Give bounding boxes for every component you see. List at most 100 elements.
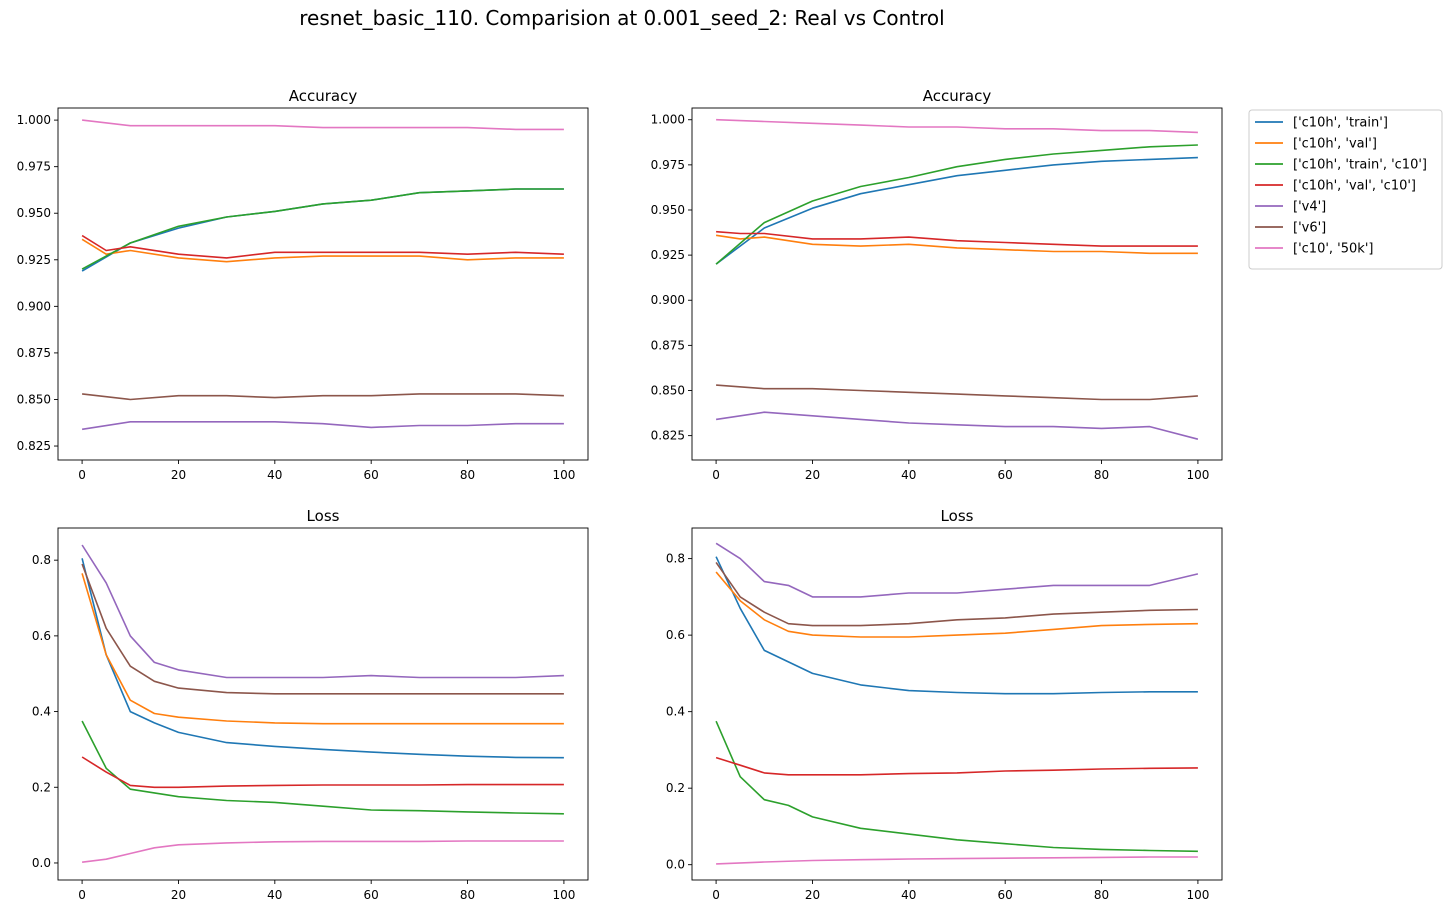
axes-frame [57, 527, 589, 881]
series-line-c10h-val-c10 [715, 756, 1198, 776]
y-tick-label: 0.2 [32, 780, 51, 794]
x-tick-label: 40 [901, 468, 916, 482]
subplot-3: Loss 0 20 40 60 80 100 0.0 0.2 0.4 0.6 0.8 [32, 507, 589, 902]
legend-label: ['c10', '50k'] [1293, 242, 1373, 257]
series-group [715, 542, 1199, 865]
x-tick-label: 100 [552, 888, 575, 902]
legend-label: ['v6'] [1293, 221, 1326, 236]
series-line-c10h-val-c10 [81, 234, 564, 259]
series-group [81, 119, 564, 431]
series-line-c10h-val-c10 [81, 756, 564, 789]
series-line-c10-50k [716, 118, 1198, 134]
subplot-title: Accuracy [289, 87, 358, 105]
y-tick-label: 0.850 [17, 392, 51, 406]
x-tick-label: 40 [901, 888, 916, 902]
y-tick-label: 0.8 [666, 552, 685, 566]
series-line-v6 [81, 563, 564, 695]
y-tick-label: 0.825 [651, 429, 685, 443]
subplot-1: Accuracy 0 20 40 60 80 100 0.825 0.850 0.875 0.900… [17, 87, 589, 482]
y-tick-label: 0.6 [666, 628, 685, 642]
series-line-c10-50k [82, 840, 564, 863]
series-line-c10h-val [715, 571, 1198, 638]
x-tick-label: 20 [805, 888, 820, 902]
y-tick-label: 0.0 [32, 856, 51, 870]
legend-label: ['c10h', 'val', 'c10'] [1293, 179, 1416, 194]
x-tick-label: 40 [267, 468, 282, 482]
y-tick-label: 0.4 [32, 705, 51, 719]
series-line-c10h-train-c10 [715, 144, 1198, 265]
y-tick-label: 0.975 [17, 160, 51, 174]
y-tick-label: 0.875 [17, 346, 51, 360]
x-tick-label: 60 [364, 888, 379, 902]
axes-frame [691, 107, 1223, 461]
series-line-c10-50k [716, 856, 1198, 865]
y-tick-label: 0.925 [17, 253, 51, 267]
x-tick-label: 80 [1094, 468, 1109, 482]
y-tick-label: 0.850 [651, 384, 685, 398]
x-tick-label: 0 [78, 468, 86, 482]
y-tick-label: 0.925 [651, 248, 685, 262]
legend: ['c10h', 'train'] ['c10h', 'val'] ['c10h',… [1248, 109, 1443, 270]
y-tick-label: 0.8 [32, 553, 51, 567]
series-line-c10-50k [82, 119, 564, 131]
series-line-v6 [716, 384, 1198, 401]
y-tick-label: 0.900 [651, 293, 685, 307]
x-tick-label: 0 [712, 888, 720, 902]
y-tick-label: 1.000 [17, 113, 51, 127]
subplot-title: Loss [307, 507, 340, 525]
subplot-4: Loss 0 20 40 60 80 100 0.0 0.2 0.4 0.6 0.8 [666, 507, 1223, 902]
figure-title: resnet_basic_110. Comparision at 0.001_s… [299, 6, 945, 30]
y-tick-label: 0.2 [666, 781, 685, 795]
series-line-v4 [715, 411, 1199, 440]
y-tick-label: 0.975 [651, 158, 685, 172]
y-tick-label: 0.950 [651, 203, 685, 217]
legend-label: ['c10h', 'val'] [1293, 137, 1377, 152]
series-line-v6 [82, 393, 564, 401]
x-tick-label: 20 [805, 468, 820, 482]
series-line-c10h-train-c10 [715, 720, 1198, 853]
y-tick-label: 0.825 [17, 439, 51, 453]
x-tick-label: 60 [998, 468, 1013, 482]
series-line-c10h-train [715, 156, 1198, 265]
subplot-title: Accuracy [923, 87, 992, 105]
series-line-v6 [715, 561, 1198, 627]
series-line-c10h-train [715, 556, 1198, 695]
y-tick-label: 0.875 [651, 338, 685, 352]
legend-label: ['v4'] [1293, 200, 1326, 215]
legend-label: ['c10h', 'train', 'c10'] [1293, 158, 1427, 173]
series-line-c10h-train [81, 558, 564, 759]
series-group [715, 118, 1199, 440]
subplot-2: Accuracy 0 20 40 60 80 100 0.825 0.850 0.875 0.900… [651, 87, 1223, 482]
y-tick-label: 0.6 [32, 629, 51, 643]
x-tick-label: 80 [460, 468, 475, 482]
x-tick-label: 100 [1186, 888, 1209, 902]
series-group [81, 544, 564, 863]
y-tick-label: 1.000 [651, 113, 685, 127]
y-tick-label: 0.0 [666, 858, 685, 872]
y-tick-label: 0.900 [17, 299, 51, 313]
series-line-c10h-val-c10 [716, 230, 1198, 247]
axes-frame [57, 107, 589, 461]
x-tick-label: 100 [1186, 468, 1209, 482]
y-tick-label: 0.950 [17, 206, 51, 220]
x-tick-label: 100 [552, 468, 575, 482]
series-line-c10h-train-c10 [81, 720, 564, 815]
x-tick-label: 0 [712, 468, 720, 482]
x-tick-label: 0 [78, 888, 86, 902]
subplot-title: Loss [941, 507, 974, 525]
x-tick-label: 60 [364, 468, 379, 482]
series-line-c10h-train-c10 [81, 188, 564, 270]
series-line-v4 [81, 544, 564, 679]
axes-frame [691, 527, 1223, 881]
x-tick-label: 20 [171, 888, 186, 902]
series-line-c10h-val [81, 573, 564, 725]
legend-label: ['c10h', 'train'] [1293, 116, 1388, 131]
x-tick-label: 80 [460, 888, 475, 902]
series-line-c10h-val [715, 234, 1198, 255]
x-tick-label: 20 [171, 468, 186, 482]
x-tick-label: 40 [267, 888, 282, 902]
series-line-v4 [81, 421, 564, 431]
legend-frame [1248, 109, 1443, 270]
y-tick-label: 0.4 [666, 705, 685, 719]
